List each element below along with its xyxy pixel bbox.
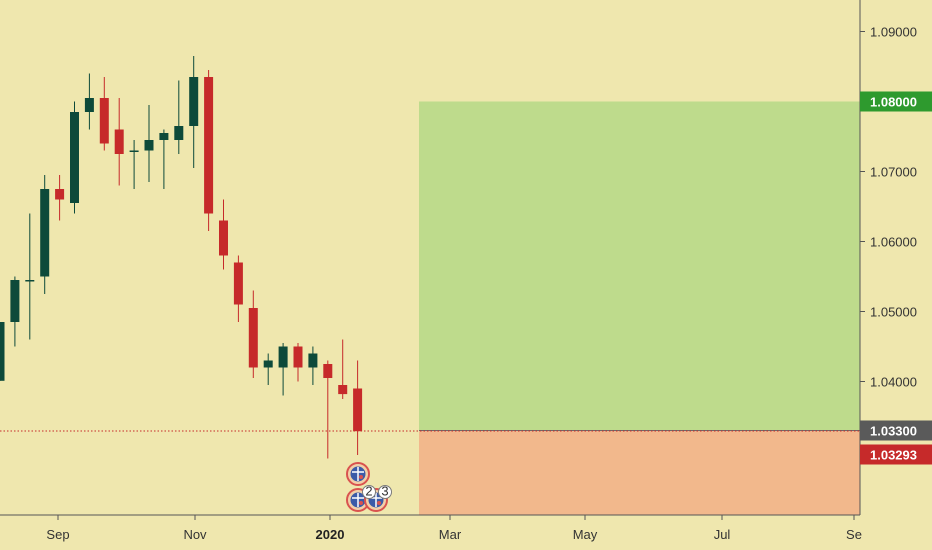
x-tick-label: Jul bbox=[714, 527, 731, 542]
flag-dot bbox=[359, 475, 363, 479]
last-price-tag: 1.03293 bbox=[860, 444, 932, 465]
candle bbox=[70, 101, 79, 214]
badge-circle bbox=[362, 485, 376, 499]
candle-body bbox=[323, 364, 333, 378]
candle bbox=[189, 56, 199, 168]
candle-body bbox=[219, 220, 228, 256]
candle bbox=[308, 346, 318, 385]
candle-body bbox=[10, 280, 20, 322]
candle-body bbox=[70, 112, 79, 203]
candle-body bbox=[338, 385, 348, 395]
candle-body bbox=[263, 360, 273, 368]
flag-dot bbox=[359, 501, 363, 505]
y-tick-label: 1.04000 bbox=[870, 375, 917, 390]
flag-dot bbox=[377, 501, 381, 505]
candle-body bbox=[174, 126, 184, 140]
entry-price-tag-label: 1.03300 bbox=[870, 424, 917, 439]
candle-body bbox=[189, 77, 199, 126]
badge-circle bbox=[378, 485, 392, 499]
event-marker bbox=[346, 462, 370, 486]
flag-cross bbox=[352, 467, 364, 481]
y-tick-label: 1.05000 bbox=[870, 305, 917, 320]
x-tick-label: Mar bbox=[439, 527, 462, 542]
candle-body bbox=[248, 308, 258, 368]
candle bbox=[248, 290, 258, 378]
x-tick-label: Se bbox=[846, 527, 862, 542]
candle bbox=[129, 140, 139, 189]
candle bbox=[323, 360, 333, 459]
candle bbox=[40, 175, 50, 294]
candle-body bbox=[0, 322, 5, 381]
badge-label: 3 bbox=[381, 484, 388, 499]
candle bbox=[263, 353, 273, 385]
candle bbox=[84, 73, 94, 130]
candles bbox=[0, 56, 363, 459]
y-tick-label: 1.07000 bbox=[870, 165, 917, 180]
candle-body bbox=[308, 353, 318, 368]
position-zones bbox=[419, 101, 860, 515]
candle bbox=[353, 360, 363, 455]
target-price-tag: 1.08000 bbox=[860, 91, 932, 112]
flag-cross bbox=[352, 493, 364, 507]
candle-body bbox=[204, 77, 214, 214]
target-price-tag-label: 1.08000 bbox=[870, 95, 917, 110]
candle bbox=[25, 213, 35, 340]
candle-body bbox=[159, 133, 169, 140]
last-price-tag-box bbox=[860, 444, 932, 465]
x-axis[interactable]: Sep Nov 2020 Mar May Jul Se bbox=[0, 514, 862, 542]
target-price-tag-box bbox=[860, 91, 932, 112]
x-tick-label: May bbox=[573, 527, 598, 542]
candle bbox=[159, 129, 169, 189]
candle-body bbox=[353, 388, 363, 432]
loss-zone bbox=[419, 430, 860, 515]
entry-price-tag: 1.03300 bbox=[860, 420, 932, 441]
candle bbox=[55, 175, 65, 221]
candle bbox=[0, 322, 5, 381]
candle-body bbox=[233, 262, 243, 305]
candle bbox=[293, 343, 303, 382]
x-tick-label: 2020 bbox=[316, 527, 345, 542]
candle bbox=[219, 199, 228, 270]
candle bbox=[10, 276, 20, 347]
candle bbox=[144, 105, 154, 182]
candle bbox=[99, 77, 109, 151]
entry-price-tag-box bbox=[860, 420, 932, 441]
profit-zone bbox=[419, 101, 860, 431]
candle bbox=[114, 98, 124, 186]
candle bbox=[233, 255, 243, 322]
candle-body bbox=[114, 129, 124, 154]
event-count-badge: 2 bbox=[362, 484, 376, 499]
candle bbox=[338, 339, 348, 399]
candle-body bbox=[25, 280, 35, 282]
y-tick-label: 1.09000 bbox=[870, 25, 917, 40]
candle bbox=[204, 70, 214, 231]
candle bbox=[174, 80, 184, 154]
candle-body bbox=[40, 189, 50, 277]
x-tick-label: Sep bbox=[46, 527, 69, 542]
candle-body bbox=[278, 346, 288, 368]
candle-body bbox=[144, 140, 154, 151]
badge-label: 2 bbox=[365, 484, 372, 499]
candle-body bbox=[55, 189, 65, 200]
candle-body bbox=[99, 98, 109, 144]
candle bbox=[278, 343, 288, 396]
x-tick-label: Nov bbox=[183, 527, 207, 542]
candle-body bbox=[129, 150, 139, 152]
candle-body bbox=[293, 346, 303, 368]
price-tags: 1.08000 1.03300 1.03293 bbox=[860, 91, 932, 465]
last-price-tag-label: 1.03293 bbox=[870, 448, 917, 463]
event-count-badge: 3 bbox=[378, 484, 392, 499]
y-tick-label: 1.06000 bbox=[870, 235, 917, 250]
candle-body bbox=[84, 98, 94, 112]
